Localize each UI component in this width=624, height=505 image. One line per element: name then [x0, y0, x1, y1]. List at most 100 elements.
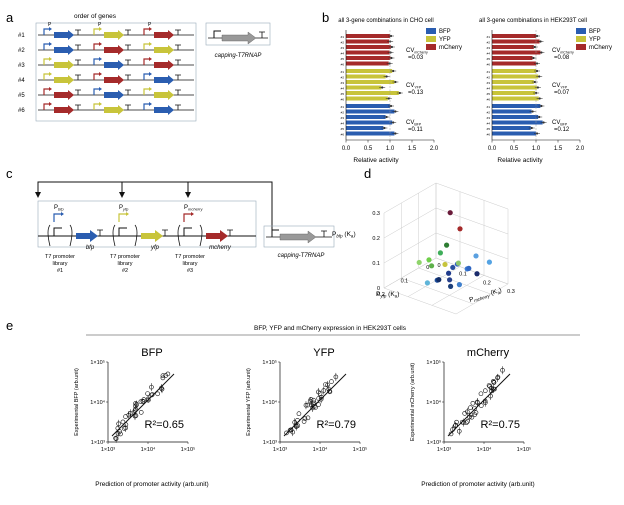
- bar-category: #4: [487, 122, 491, 126]
- lib-promoter-black: [53, 227, 62, 236]
- promoter-arrow: [93, 43, 100, 50]
- promoter-arrowhead: [99, 102, 102, 106]
- d-point: [448, 283, 454, 289]
- d-grid: [431, 275, 485, 306]
- library-label-line2: library: [183, 261, 198, 267]
- bar-hek: [492, 56, 533, 60]
- promoter-arrowhead: [99, 72, 102, 76]
- b-xtick-label: 0.5: [510, 146, 519, 152]
- d-y-axis-label: Pmcherry (Ka): [468, 287, 502, 305]
- e-point: [482, 398, 488, 404]
- promoter-arrow: [43, 103, 50, 110]
- bar-point: [536, 86, 539, 89]
- d-z-tick: 0.3: [372, 211, 380, 217]
- e-point: [469, 414, 475, 420]
- e-point: [284, 430, 289, 436]
- panel-e: BFP, YFP and mCherry expression in HEK29…: [74, 325, 580, 488]
- bar-point: [538, 97, 541, 100]
- bar-cho: [346, 109, 395, 114]
- e-point: [133, 406, 138, 412]
- gene-arrow-yfp: [154, 45, 174, 55]
- d-grid: [418, 267, 491, 295]
- bar-category: #4: [341, 52, 345, 56]
- promoter-arrow: [143, 28, 150, 35]
- gene-arrow-yfp: [104, 30, 124, 40]
- bar-point: [540, 51, 543, 54]
- capping-terminator: [259, 31, 265, 38]
- terminator: [125, 44, 131, 50]
- cv-value-bfp: =0.11: [408, 127, 423, 133]
- gene-arrow-bfp: [54, 30, 74, 40]
- bar-point: [538, 115, 541, 119]
- d-point: [416, 259, 422, 266]
- bar-point: [394, 80, 397, 84]
- e-point: [120, 419, 126, 425]
- terminator: [227, 229, 233, 236]
- promoter-label-bfp: P: [48, 22, 52, 28]
- bar-category: #2: [487, 41, 491, 45]
- gene-arrow-bfp: [54, 45, 74, 55]
- e-point: [329, 379, 334, 384]
- e-point: [149, 392, 154, 398]
- bar-category: #2: [341, 76, 345, 80]
- c-capping-gene-arrow: [279, 230, 317, 244]
- library-label-line3: #3: [187, 268, 193, 274]
- b-xtick-label: 2.0: [430, 146, 439, 152]
- terminator: [175, 59, 181, 65]
- e-xtick-label: 1×10⁴: [313, 446, 328, 453]
- library-label-line2: library: [118, 261, 133, 267]
- d-point: [424, 280, 430, 286]
- e-point: [160, 375, 166, 381]
- panel-label-e: e: [6, 318, 13, 333]
- bar-point: [389, 104, 393, 108]
- legend-swatch: [576, 28, 586, 34]
- bar-point: [394, 110, 397, 113]
- e-point: [486, 383, 492, 388]
- e-point: [479, 403, 484, 408]
- bar-category: #4: [341, 122, 345, 126]
- e-xtick-label: 1×10⁵: [517, 446, 532, 453]
- bar-point: [535, 34, 539, 38]
- bar-point: [381, 86, 384, 89]
- library-cassette-box: [37, 200, 257, 248]
- terminator: [162, 229, 168, 236]
- cv-label-mcherry: CVmCherry: [552, 48, 574, 55]
- terminator: [75, 44, 81, 50]
- e-point: [295, 423, 301, 428]
- bar-category: #4: [341, 87, 345, 91]
- promoter-arrow: [93, 88, 100, 95]
- e-point: [155, 391, 160, 397]
- promoter-arrow: [93, 58, 100, 65]
- promoter-arrowhead: [49, 27, 52, 31]
- promoter-arrow: [43, 28, 50, 35]
- feedback-line: [37, 181, 273, 232]
- e-xtick-label: 1×10⁴: [477, 446, 492, 453]
- bar-cho: [346, 61, 389, 66]
- cv-value-yfp: =0.13: [408, 90, 424, 96]
- lib-promoter-black: [183, 227, 192, 236]
- gene-arrow-mcherry: [206, 230, 228, 242]
- promoter-arrowhead: [149, 87, 152, 91]
- bar-category: #6: [341, 133, 345, 137]
- bar-point: [535, 132, 539, 135]
- bar-hek: [492, 74, 539, 79]
- promoter-arrowhead: [49, 42, 52, 46]
- e-ytick-label: 1×10³: [427, 440, 441, 446]
- e-ylabel: Experimental BFP (arb.unit): [74, 368, 80, 436]
- gene-arrow-mcherry: [54, 105, 74, 115]
- row-label: #3: [18, 63, 25, 69]
- e-xlabel-right: Prediction of promoter activity (arb.uni…: [421, 481, 534, 488]
- e-point: [448, 431, 454, 437]
- bar-category: #5: [341, 92, 345, 96]
- bar-cho: [346, 74, 386, 79]
- terminator: [75, 59, 81, 65]
- hek-bar-chart: #1#2#3#4#5#6#1#2#3#4#5#6#1#2#3#4#5#60.0 0…: [487, 30, 585, 152]
- cv-label-yfp: CVYFP: [552, 83, 568, 90]
- promoter-arrowhead: [61, 212, 64, 216]
- e-point: [327, 388, 332, 394]
- b-xtick-label: 1.5: [408, 146, 417, 152]
- e-point: [472, 406, 477, 411]
- e-ytick-label: 1×10⁴: [426, 399, 441, 406]
- d-point: [436, 277, 442, 283]
